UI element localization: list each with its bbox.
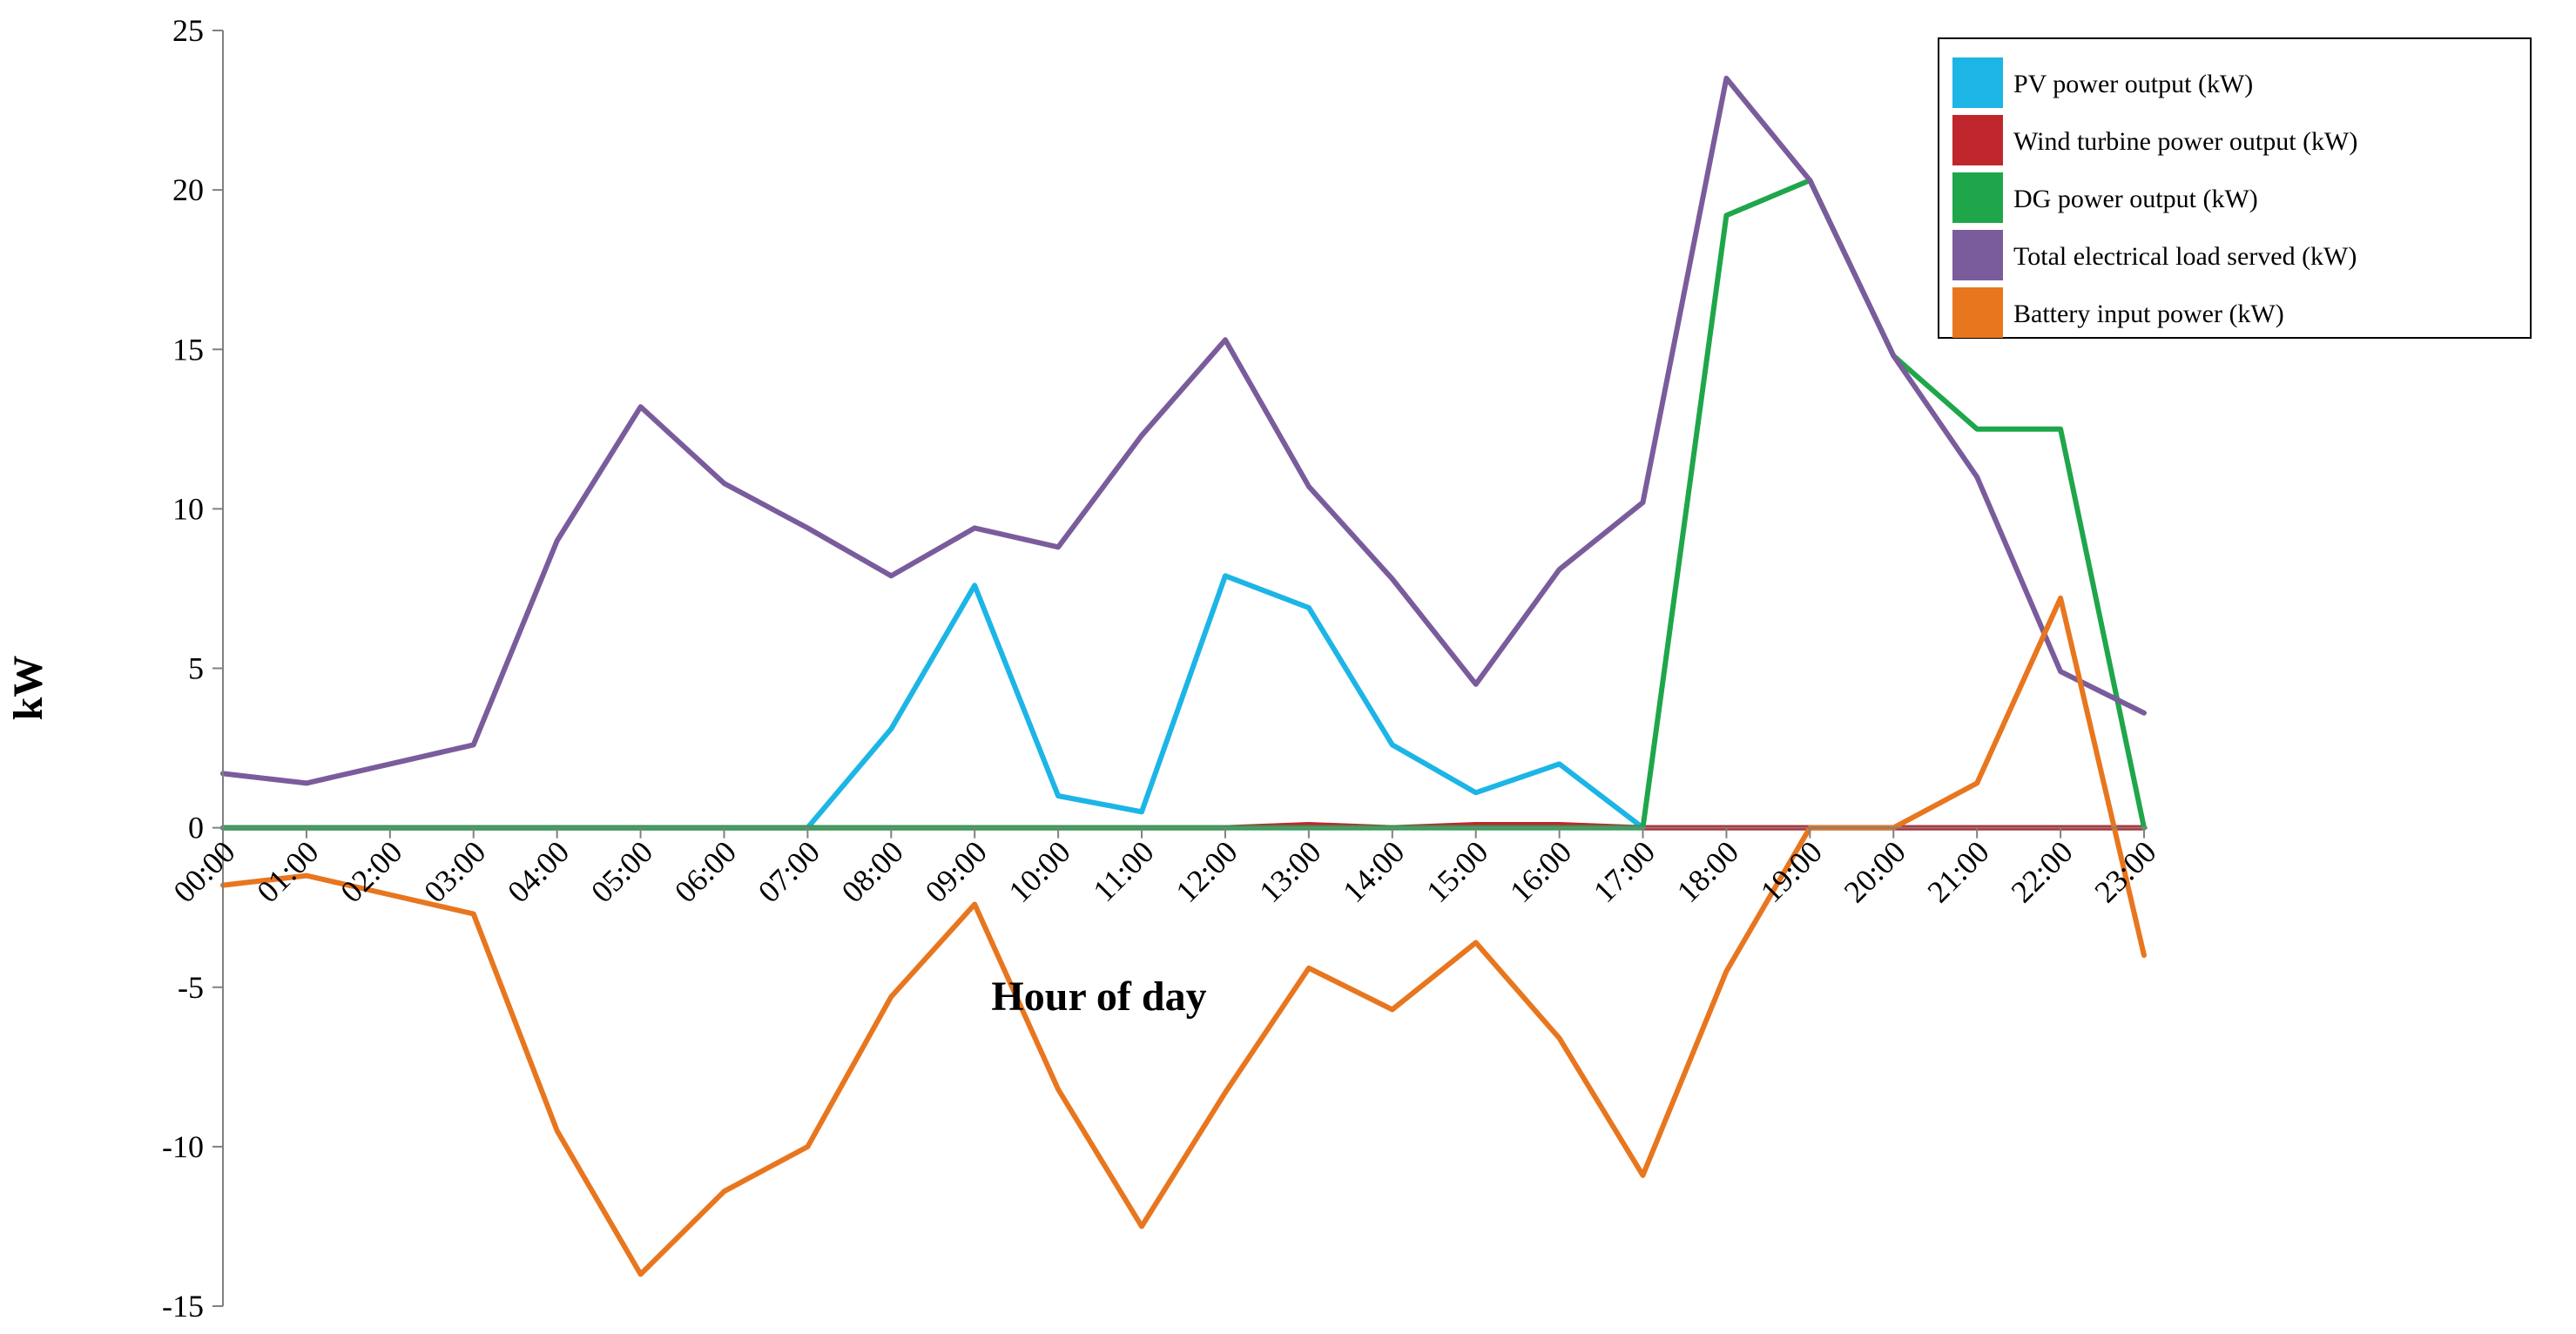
y-ticks: 25 20 15 10 5 0 -5 -10 -15 (162, 13, 223, 1324)
legend-swatch (1952, 115, 2003, 165)
legend-label: DG power output (kW) (2013, 185, 2258, 213)
x-tick-label: 01:00 (250, 834, 325, 909)
plot-lines (220, 75, 2147, 1277)
x-tick-label: 00:00 (166, 834, 241, 909)
x-tick-label: 23:00 (2087, 834, 2162, 909)
x-tick-label: 03:00 (417, 834, 492, 909)
legend-swatch (1952, 230, 2003, 280)
y-tick-label: -10 (162, 1129, 204, 1164)
x-tick-label: 20:00 (1838, 834, 1912, 909)
legend-swatch (1952, 57, 2003, 108)
x-tick-label: 09:00 (919, 834, 994, 909)
x-tick-label: 21:00 (1921, 834, 1996, 909)
y-tick-label: -5 (178, 970, 204, 1005)
x-tick-label: 16:00 (1503, 834, 1578, 909)
y-tick-label: 10 (172, 491, 204, 526)
x-tick-label: 11:00 (1086, 834, 1160, 908)
legend-label: Wind turbine power output (kW) (2013, 127, 2357, 156)
legend-box (1938, 37, 2532, 339)
x-tick-label: 08:00 (835, 834, 910, 909)
x-ticks: 00:00 01:00 02:00 03:00 04:00 05:00 06:00 07:00… (166, 827, 2163, 909)
series-line-3 (220, 75, 2147, 786)
legend-swatch (1952, 287, 2003, 338)
x-tick-label: 15:00 (1419, 834, 1494, 909)
x-tick-label: 19:00 (1754, 834, 1829, 909)
legend-label: PV power output (kW) (2013, 70, 2253, 98)
legend-label: Battery input power (kW) (2013, 300, 2284, 328)
legend: PV power output (kW) Wind turbine power o… (1938, 37, 2532, 339)
x-tick-label: 05:00 (584, 834, 659, 909)
x-tick-label: 06:00 (668, 834, 743, 909)
y-tick-label: -15 (162, 1289, 204, 1324)
y-tick-label: 5 (188, 651, 204, 686)
x-tick-label: 22:00 (2004, 834, 2079, 909)
x-tick-label: 14:00 (1336, 834, 1411, 909)
y-tick-label: 15 (172, 332, 204, 367)
legend-label: Total electrical load served (kW) (2013, 242, 2357, 271)
y-tick-label: 0 (188, 811, 204, 846)
y-tick-label: 25 (172, 13, 204, 48)
x-tick-label: 12:00 (1169, 834, 1244, 909)
x-tick-label: 10:00 (1002, 834, 1077, 909)
x-axis-title: Hour of day (991, 974, 1206, 1020)
x-tick-label: 13:00 (1252, 834, 1327, 909)
axes (222, 30, 2148, 1306)
series-line-0 (220, 573, 2147, 831)
legend-swatch (1952, 172, 2003, 223)
x-tick-label: 17:00 (1587, 834, 1662, 909)
x-tick-label: 07:00 (752, 834, 826, 909)
y-tick-label: 20 (172, 172, 204, 207)
y-axis-title: kW (5, 656, 51, 721)
x-tick-label: 04:00 (501, 834, 576, 909)
x-tick-label: 18:00 (1670, 834, 1745, 909)
